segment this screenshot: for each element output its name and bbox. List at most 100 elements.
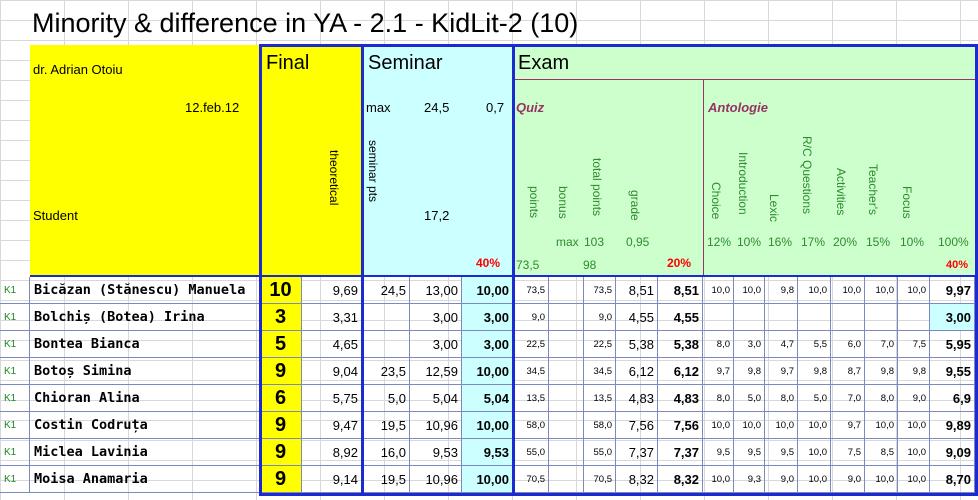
row-tag[interactable]: K1	[0, 358, 30, 385]
antologie-score[interactable]: 10,0	[798, 439, 831, 466]
antologie-score[interactable]: 10,0	[734, 412, 765, 439]
student-name[interactable]: Botoș Simina	[30, 358, 260, 385]
seminar-raw-grade[interactable]: 3,00	[410, 331, 462, 358]
row-tag[interactable]: K1	[0, 466, 30, 493]
seminar-raw-grade[interactable]: 10,96	[410, 466, 462, 493]
student-header-cell[interactable]	[30, 45, 260, 275]
final-grade[interactable]: 9	[260, 466, 302, 493]
student-name[interactable]: Bontea Bianca	[30, 331, 260, 358]
antologie-score[interactable]: 9,5	[734, 439, 765, 466]
theoretical-grade[interactable]: 4,65	[302, 331, 362, 358]
antologie-score[interactable]: 10,0	[798, 466, 831, 493]
seminar-raw-grade[interactable]: 12,59	[410, 358, 462, 385]
quiz-grade[interactable]: 5,38	[616, 331, 658, 358]
theoretical-grade[interactable]: 3,31	[302, 304, 362, 331]
antologie-score[interactable]: 10,0	[865, 466, 898, 493]
quiz-grade[interactable]: 7,56	[616, 412, 658, 439]
quiz-grade[interactable]: 8,32	[616, 466, 658, 493]
quiz-points[interactable]: 58,0	[513, 412, 549, 439]
antologie-score[interactable]: 3,0	[734, 331, 765, 358]
quiz-final-grade[interactable]: 4,83	[658, 385, 703, 412]
antologie-score[interactable]: 9,0	[765, 466, 798, 493]
antologie-score[interactable]: 10,0	[703, 412, 734, 439]
seminar-raw-grade[interactable]: 10,96	[410, 412, 462, 439]
row-tag[interactable]: K1	[0, 304, 30, 331]
antologie-score[interactable]: 8,0	[703, 385, 734, 412]
antologie-score[interactable]	[734, 304, 765, 331]
seminar-points[interactable]	[362, 331, 410, 358]
antologie-score[interactable]	[831, 304, 865, 331]
antologie-final-grade[interactable]: 9,55	[930, 358, 975, 385]
quiz-final-grade[interactable]: 5,38	[658, 331, 703, 358]
antologie-score[interactable]: 7,0	[831, 385, 865, 412]
antologie-score[interactable]: 8,0	[865, 385, 898, 412]
quiz-total[interactable]: 55,0	[584, 439, 616, 466]
student-name[interactable]: Bolchiș (Botea) Irina	[30, 304, 260, 331]
final-grade[interactable]: 5	[260, 331, 302, 358]
antologie-score[interactable]	[798, 304, 831, 331]
final-grade[interactable]: 6	[260, 385, 302, 412]
seminar-raw-grade[interactable]: 3,00	[410, 304, 462, 331]
quiz-points[interactable]: 73,5	[513, 277, 549, 304]
final-grade[interactable]: 10	[260, 277, 302, 304]
antologie-score[interactable]: 10,0	[898, 412, 930, 439]
theoretical-grade[interactable]: 9,69	[302, 277, 362, 304]
seminar-points[interactable]: 5,0	[362, 385, 410, 412]
seminar-raw-grade[interactable]: 5,04	[410, 385, 462, 412]
antologie-final-grade[interactable]: 9,97	[930, 277, 975, 304]
antologie-score[interactable]: 10,0	[798, 277, 831, 304]
antologie-score[interactable]: 5,5	[798, 331, 831, 358]
row-tag[interactable]: K1	[0, 385, 30, 412]
antologie-score[interactable]: 9,8	[865, 358, 898, 385]
seminar-grade[interactable]: 10,00	[462, 466, 513, 493]
antologie-score[interactable]	[865, 304, 898, 331]
antologie-score[interactable]: 8,0	[765, 385, 798, 412]
row-tag[interactable]: K1	[0, 412, 30, 439]
final-grade[interactable]: 9	[260, 439, 302, 466]
antologie-final-grade[interactable]: 8,70	[930, 466, 975, 493]
antologie-score[interactable]: 9,7	[765, 358, 798, 385]
antologie-score[interactable]: 9,3	[734, 466, 765, 493]
antologie-score[interactable]: 4,7	[765, 331, 798, 358]
seminar-points[interactable]: 19,5	[362, 412, 410, 439]
quiz-final-grade[interactable]: 7,37	[658, 439, 703, 466]
quiz-total[interactable]: 9,0	[584, 304, 616, 331]
antologie-final-grade[interactable]: 9,89	[930, 412, 975, 439]
antologie-score[interactable]: 9,7	[831, 412, 865, 439]
antologie-score[interactable]: 9,5	[765, 439, 798, 466]
theoretical-grade[interactable]: 9,47	[302, 412, 362, 439]
quiz-grade[interactable]: 8,51	[616, 277, 658, 304]
antologie-score[interactable]	[765, 304, 798, 331]
seminar-points[interactable]	[362, 304, 410, 331]
quiz-bonus[interactable]	[549, 358, 584, 385]
antologie-score[interactable]: 9,0	[898, 385, 930, 412]
antologie-score[interactable]: 8,0	[703, 331, 734, 358]
seminar-grade[interactable]: 10,00	[462, 358, 513, 385]
row-tag[interactable]: K1	[0, 439, 30, 466]
quiz-grade[interactable]: 7,37	[616, 439, 658, 466]
antologie-score[interactable]: 9,8	[765, 277, 798, 304]
theoretical-grade[interactable]: 9,14	[302, 466, 362, 493]
student-name[interactable]: Bicăzan (Stănescu) Manuela	[30, 277, 260, 304]
antologie-score[interactable]: 10,0	[865, 412, 898, 439]
quiz-grade[interactable]: 4,83	[616, 385, 658, 412]
quiz-bonus[interactable]	[549, 385, 584, 412]
antologie-score[interactable]: 10,0	[798, 412, 831, 439]
student-name[interactable]: Miclea Lavinia	[30, 439, 260, 466]
quiz-grade[interactable]: 6,12	[616, 358, 658, 385]
antologie-score[interactable]: 10,0	[703, 277, 734, 304]
antologie-score[interactable]	[703, 304, 734, 331]
quiz-total[interactable]: 73,5	[584, 277, 616, 304]
quiz-bonus[interactable]	[549, 277, 584, 304]
antologie-score[interactable]: 10,0	[765, 412, 798, 439]
seminar-grade[interactable]: 3,00	[462, 331, 513, 358]
antologie-final-grade[interactable]: 9,09	[930, 439, 975, 466]
seminar-grade[interactable]: 5,04	[462, 385, 513, 412]
antologie-score[interactable]: 8,7	[831, 358, 865, 385]
quiz-points[interactable]: 13,5	[513, 385, 549, 412]
final-grade[interactable]: 3	[260, 304, 302, 331]
theoretical-grade[interactable]: 8,92	[302, 439, 362, 466]
seminar-points[interactable]: 16,0	[362, 439, 410, 466]
row-tag[interactable]: K1	[0, 331, 30, 358]
antologie-score[interactable]: 9,8	[798, 358, 831, 385]
